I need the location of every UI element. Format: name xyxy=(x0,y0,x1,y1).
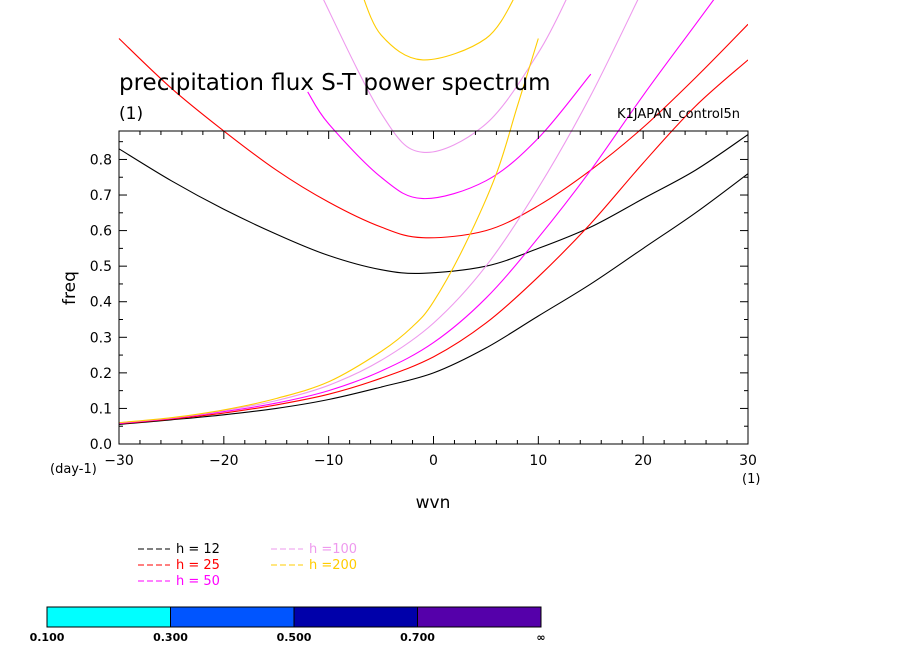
legend-label-2: h = 25 xyxy=(176,558,220,573)
colorbar-segment-1 xyxy=(46,606,171,628)
colorbar-segment-3 xyxy=(293,606,418,628)
colorbar-label-2: 0.300 xyxy=(153,631,188,644)
y-tick-label: 0.7 xyxy=(90,188,112,204)
series-2-kelvin-curve xyxy=(118,59,748,425)
legend-label-4: h =100 xyxy=(309,542,357,557)
x-tick-label: −30 xyxy=(104,453,134,469)
colorbar-label-5: ∞ xyxy=(536,631,545,644)
curve-layer xyxy=(118,0,748,425)
series-4-kelvin-curve xyxy=(118,0,639,424)
series-4-symmetric-curve xyxy=(323,0,567,153)
plot-frame xyxy=(118,130,749,445)
colorbar: 0.100 0.300 0.500 0.700 ∞ xyxy=(30,606,546,644)
x-tick-label: −20 xyxy=(209,453,239,469)
legend-label-3: h = 50 xyxy=(176,574,220,589)
series-1-kelvin-curve xyxy=(118,173,748,425)
tick-layer: −30 −20 −10 0 10 20 30 0.0 0.1 0.2 0.3 0.4 0.5 0.6 0.7… xyxy=(90,131,757,469)
chart-title: precipitation flux S-T power spectrum xyxy=(119,70,551,96)
colorbar-label-3: 0.500 xyxy=(277,631,312,644)
x-axis-label: wvn xyxy=(416,493,451,513)
title-units: (1) xyxy=(119,104,143,124)
x-tick-label: 10 xyxy=(529,453,547,469)
y-tick-label: 0.8 xyxy=(90,152,112,168)
colorbar-label-4: 0.700 xyxy=(400,631,435,644)
legend-label-1: h = 12 xyxy=(176,542,220,557)
series-5-symmetric-curve xyxy=(363,0,514,61)
y-axis-label: freq xyxy=(60,271,80,305)
y-tick-label: 0.1 xyxy=(90,401,112,417)
x-units-label: (1) xyxy=(742,472,760,487)
colorbar-segment-2 xyxy=(170,606,295,628)
x-tick-label: 0 xyxy=(429,453,438,469)
series-3-kelvin-curve xyxy=(118,0,715,424)
run-label: K1JAPAN_control5n xyxy=(617,107,740,122)
x-tick-label: 30 xyxy=(739,453,757,469)
y-tick-label: 0.2 xyxy=(90,366,112,382)
y-tick-label: 0.5 xyxy=(90,259,112,275)
colorbar-label-1: 0.100 xyxy=(30,631,65,644)
series-3-symmetric-curve xyxy=(307,73,592,200)
x-tick-label: −10 xyxy=(314,453,344,469)
y-tick-label: 0.3 xyxy=(90,330,112,346)
x-tick-label: 20 xyxy=(634,453,652,469)
y-tick-label: 0.0 xyxy=(90,437,112,453)
colorbar-segment-4 xyxy=(417,606,542,628)
y-tick-label: 0.4 xyxy=(90,295,112,311)
y-tick-label: 0.6 xyxy=(90,224,112,240)
y-units-label: (day-1) xyxy=(50,462,97,477)
series-5-kelvin-curve xyxy=(118,38,539,424)
legend-label-5: h =200 xyxy=(309,558,357,573)
series-1-symmetric-curve xyxy=(118,134,748,274)
